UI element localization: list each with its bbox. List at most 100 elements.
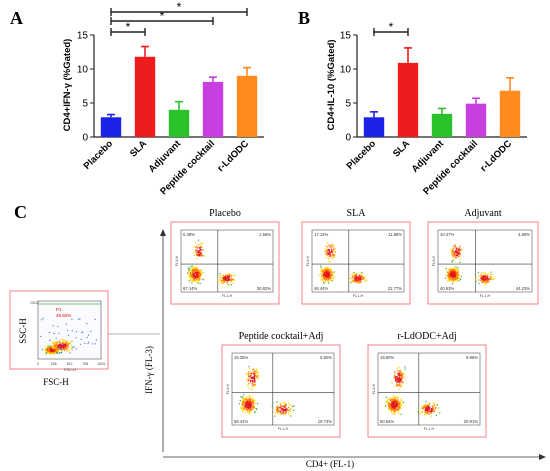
x-tick-label: SLA (391, 138, 412, 159)
density-dot (248, 366, 250, 368)
density-dot (250, 409, 252, 411)
density-dot (329, 280, 331, 282)
density-dot (279, 412, 281, 414)
density-dot (293, 405, 295, 407)
density-dot (251, 398, 253, 400)
y-axis-title: IFN-γ (FL-3) (144, 346, 154, 394)
density-dot (223, 281, 226, 283)
density-dot (199, 271, 201, 274)
density-dot (424, 411, 427, 414)
density-dot (52, 350, 55, 353)
density-dot (429, 411, 431, 414)
density-dot (362, 277, 364, 280)
density-dot (241, 396, 243, 399)
small-x-axis-label: FL1-H (222, 294, 233, 298)
density-dot (238, 403, 241, 405)
density-dot (458, 255, 460, 257)
density-dot (63, 349, 66, 351)
density-dot (191, 265, 193, 267)
density-dot (330, 270, 332, 272)
density-dot (397, 406, 399, 408)
quadrant-label-ll: 48.44% (314, 286, 328, 291)
density-dot (425, 409, 427, 411)
density-dot (53, 347, 55, 350)
density-dot (355, 281, 357, 283)
density-dot (352, 272, 354, 274)
density-dot (280, 402, 282, 404)
density-dot (331, 271, 333, 273)
density-dot (429, 403, 431, 405)
density-dot (54, 343, 56, 345)
density-dot (199, 273, 201, 275)
density-dot (455, 248, 458, 250)
density-dot (200, 254, 203, 256)
density-dot (402, 373, 404, 375)
density-dot (251, 377, 253, 380)
density-dot (425, 407, 427, 409)
density-dot (198, 247, 200, 249)
density-dot (451, 254, 453, 256)
density-dot (392, 400, 394, 402)
density-dot (196, 276, 199, 278)
y-axis-arrowhead (160, 229, 166, 236)
density-dot (426, 408, 428, 411)
quadrant-label-ur: 4.68% (518, 232, 530, 237)
density-dot (199, 247, 201, 249)
density-dot (283, 402, 285, 404)
density-dot (189, 267, 191, 270)
density-dot (232, 282, 234, 284)
density-dot (400, 371, 402, 374)
density-dot (51, 346, 53, 349)
density-dot (349, 278, 351, 280)
density-dot (322, 280, 324, 282)
density-dot (394, 373, 396, 375)
density-dot (246, 396, 249, 398)
density-dot (357, 277, 359, 279)
gating-x-tick-label: 1024 (97, 362, 105, 366)
density-dot (200, 242, 202, 244)
density-dot (486, 275, 488, 277)
density-dot (364, 276, 366, 278)
density-dot (71, 345, 73, 347)
density-dot (200, 277, 202, 280)
density-dot (254, 407, 256, 409)
density-dot (248, 373, 250, 376)
density-dot (360, 271, 363, 274)
density-dot (274, 412, 276, 415)
y-tick-label: 5 (345, 99, 351, 110)
density-dot (246, 372, 248, 375)
density-dot (325, 250, 328, 253)
density-dot (322, 276, 325, 279)
density-dot (328, 278, 330, 280)
density-dot (323, 273, 326, 275)
density-dot (188, 273, 190, 275)
density-dot (198, 255, 200, 257)
density-dot (47, 345, 49, 347)
density-dot (394, 406, 396, 409)
density-dot (327, 274, 330, 276)
density-dot (196, 254, 198, 257)
density-dot (424, 413, 426, 416)
density-dot (451, 274, 453, 276)
density-dot (363, 278, 365, 280)
density-dot (73, 346, 75, 348)
density-dot (242, 410, 244, 412)
gating-plot: P1 49.92% 1024 0 256 512 768 1024 FSC-H SSC-… (9, 290, 160, 387)
density-dot (56, 352, 58, 354)
density-dot (327, 269, 330, 271)
density-dot (245, 397, 247, 400)
density-dot (453, 258, 455, 261)
y-tick-label: 0 (345, 133, 351, 144)
density-dot (424, 403, 427, 406)
density-dot (251, 387, 253, 389)
density-dot (404, 366, 406, 368)
density-dot (254, 412, 256, 414)
density-dot (419, 412, 421, 414)
bar-peptide-cocktail (465, 103, 487, 137)
gating-x-tick-label: 768 (82, 362, 88, 366)
density-dot (457, 267, 459, 269)
density-dot (460, 248, 463, 251)
density-dot (220, 280, 223, 282)
density-dot (41, 319, 43, 321)
density-dot (220, 282, 223, 284)
